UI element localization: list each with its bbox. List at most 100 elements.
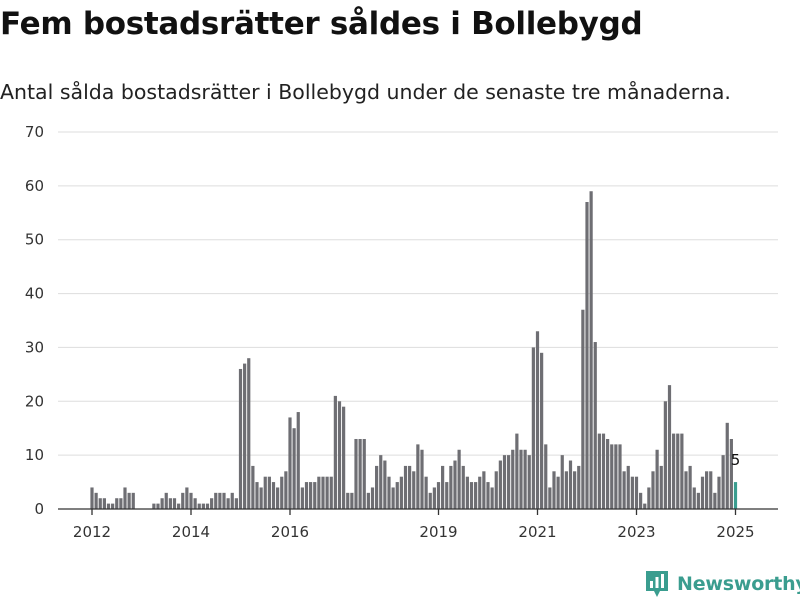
bar [321,476,325,509]
y-tick-label: 60 [25,177,44,195]
bar [230,492,234,509]
bar [560,455,564,509]
bar [354,438,358,509]
bar [329,476,333,509]
bar [276,487,280,509]
bar [502,455,507,509]
x-tick-label: 2014 [172,523,210,541]
bar [127,492,131,509]
bar [391,487,395,509]
newsworthy-logo: Newsworthy [644,569,800,599]
bar [441,465,445,509]
x-tick-label: 2016 [271,523,309,541]
bar [618,444,622,509]
bar [181,492,185,509]
bar [387,476,391,509]
bar [193,498,197,509]
bar [515,433,519,509]
bar [111,503,115,509]
bar [251,465,255,509]
bar [197,503,201,509]
bar [531,347,535,509]
bar [325,476,329,509]
bar [292,428,296,509]
bar [461,465,465,509]
bar [601,433,606,509]
bar [218,492,222,509]
bar [667,385,672,509]
bar [177,503,181,509]
chart-grid [58,131,778,456]
bar [556,476,560,509]
bar [655,449,659,509]
bar [342,406,346,509]
bar [535,331,540,509]
bar [201,503,205,509]
bar [544,444,548,509]
bar [234,498,238,509]
bar [717,476,721,509]
bar [280,476,284,509]
bar [189,492,193,509]
bar [115,498,119,509]
y-axis-tick-labels: 0 10 20 30 40 50 60 70 [25,123,44,518]
page-title: Fem bostadsrätter såldes i Bollebygd [0,6,643,42]
bar [453,460,457,509]
bar [403,465,408,509]
bar [709,471,713,509]
bar [643,503,647,509]
bar [271,482,276,509]
bar [548,487,552,509]
bar [313,482,317,509]
bar [494,471,498,509]
bar [395,482,399,509]
bar [622,471,626,509]
bar [647,487,651,509]
bar [304,482,309,509]
bar [523,449,527,509]
bar [482,471,486,509]
bar [474,482,478,509]
bar [288,417,292,509]
bar [445,482,449,509]
bar [564,471,568,509]
bar [465,476,469,509]
bar [168,498,172,509]
bar [511,449,515,509]
bar [634,476,639,509]
bar [577,465,581,509]
y-tick-label: 40 [25,285,44,303]
bar [498,460,502,509]
bar [449,465,453,509]
bar [663,401,667,509]
bar [614,444,618,509]
bar [185,487,189,509]
bar [123,487,127,509]
bar [164,492,168,509]
data-label: 5 [731,451,741,469]
bar [486,482,490,509]
bar [119,498,123,509]
bar [729,438,733,509]
bar [346,492,350,509]
bar [585,202,589,509]
bar [102,498,106,509]
bar [639,492,643,509]
chart-bars [90,191,738,510]
bar [469,482,474,509]
bar [573,471,577,509]
bar [420,449,424,509]
bar [399,476,403,509]
bar [160,498,164,509]
bar [478,476,482,509]
bar [696,492,700,509]
bar [428,492,432,509]
brand-name: Newsworthy [677,573,800,595]
bar [263,476,267,509]
bar [527,455,531,509]
bar [247,358,251,509]
bar [375,465,379,509]
bar [540,352,544,509]
bar [713,492,717,509]
bar [214,492,218,509]
